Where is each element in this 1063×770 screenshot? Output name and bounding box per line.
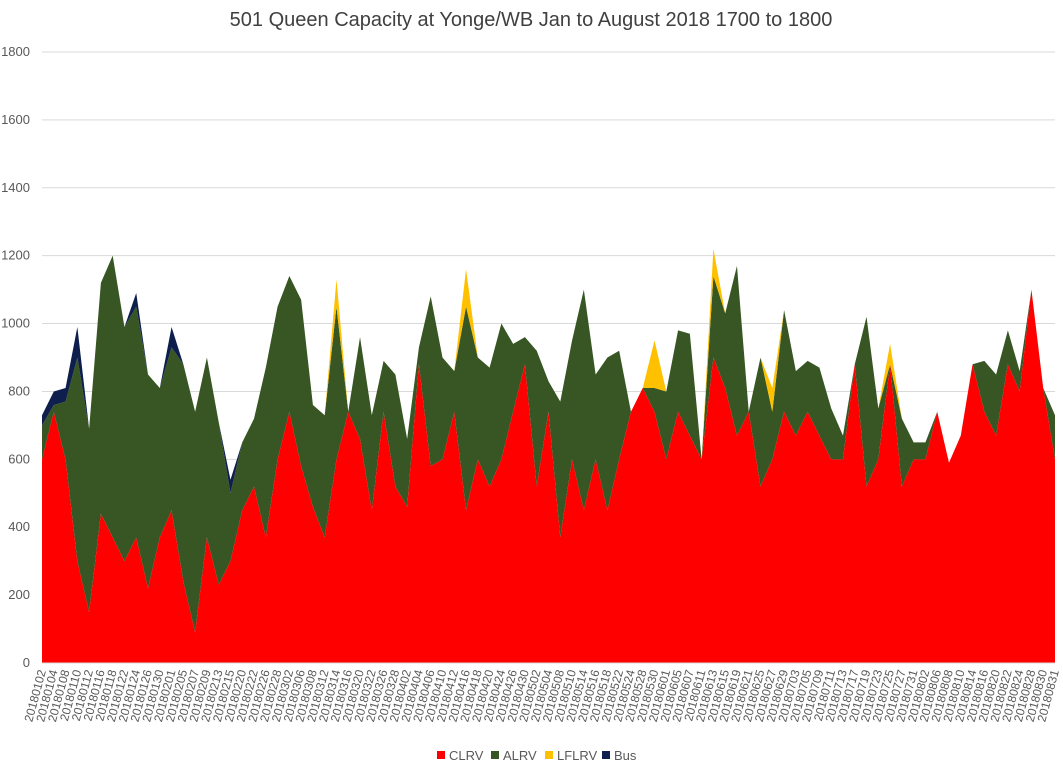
- legend-swatch: [491, 751, 499, 759]
- y-axis: 0 200 400 600 800 1000 1200 1400 1600 1800: [1, 44, 30, 670]
- legend-label: ALRV: [503, 748, 537, 763]
- y-tick-label: 1200: [1, 248, 30, 263]
- y-tick-label: 200: [8, 587, 30, 602]
- y-tick-label: 400: [8, 519, 30, 534]
- legend-label: CLRV: [449, 748, 484, 763]
- plot-area: [42, 248, 1055, 663]
- y-tick-label: 1400: [1, 180, 30, 195]
- series-area-clrv: [42, 289, 1055, 663]
- legend-item-alrv: ALRV: [491, 748, 537, 763]
- chart-title: 501 Queen Capacity at Yonge/WB Jan to Au…: [230, 9, 833, 31]
- legend-swatch: [602, 751, 610, 759]
- legend-swatch: [437, 751, 445, 759]
- y-tick-label: 1000: [1, 316, 30, 331]
- legend-label: Bus: [614, 748, 637, 763]
- legend-item-clrv: CLRV: [437, 748, 484, 763]
- legend-item-bus: Bus: [602, 748, 637, 763]
- x-axis: 2018010220180104201801082018011020180112…: [22, 668, 1062, 724]
- legend-item-lflrv: LFLRV: [545, 748, 598, 763]
- series-area-alrv: [42, 255, 1055, 633]
- y-tick-label: 1800: [1, 44, 30, 59]
- legend: CLRV ALRV LFLRV Bus: [437, 748, 637, 763]
- legend-swatch: [545, 751, 553, 759]
- legend-label: LFLRV: [557, 748, 598, 763]
- y-tick-label: 0: [23, 655, 30, 670]
- y-tick-label: 800: [8, 383, 30, 398]
- y-tick-label: 600: [8, 451, 30, 466]
- y-tick-label: 1600: [1, 112, 30, 127]
